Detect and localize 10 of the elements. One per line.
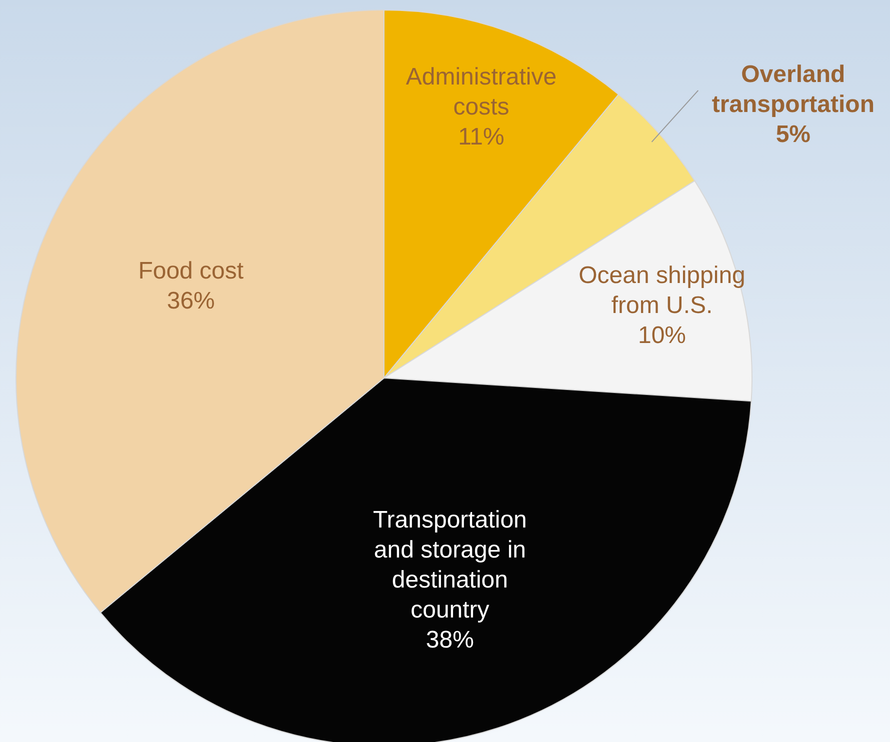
- slice-label: Ocean shipping from U.S.: [578, 262, 746, 319]
- data-label: 11%: [458, 123, 504, 150]
- data-label: 38%: [426, 626, 474, 654]
- data-label: 5%: [776, 120, 811, 148]
- slice-label: Food cost: [138, 257, 244, 284]
- slice-label: Overland transportation: [712, 60, 874, 118]
- data-label: 36%: [166, 287, 215, 314]
- slice-label: Transportation and storage in destination country: [373, 506, 527, 624]
- slice-label: Administrative costs: [406, 63, 557, 120]
- data-label: 10%: [638, 322, 686, 349]
